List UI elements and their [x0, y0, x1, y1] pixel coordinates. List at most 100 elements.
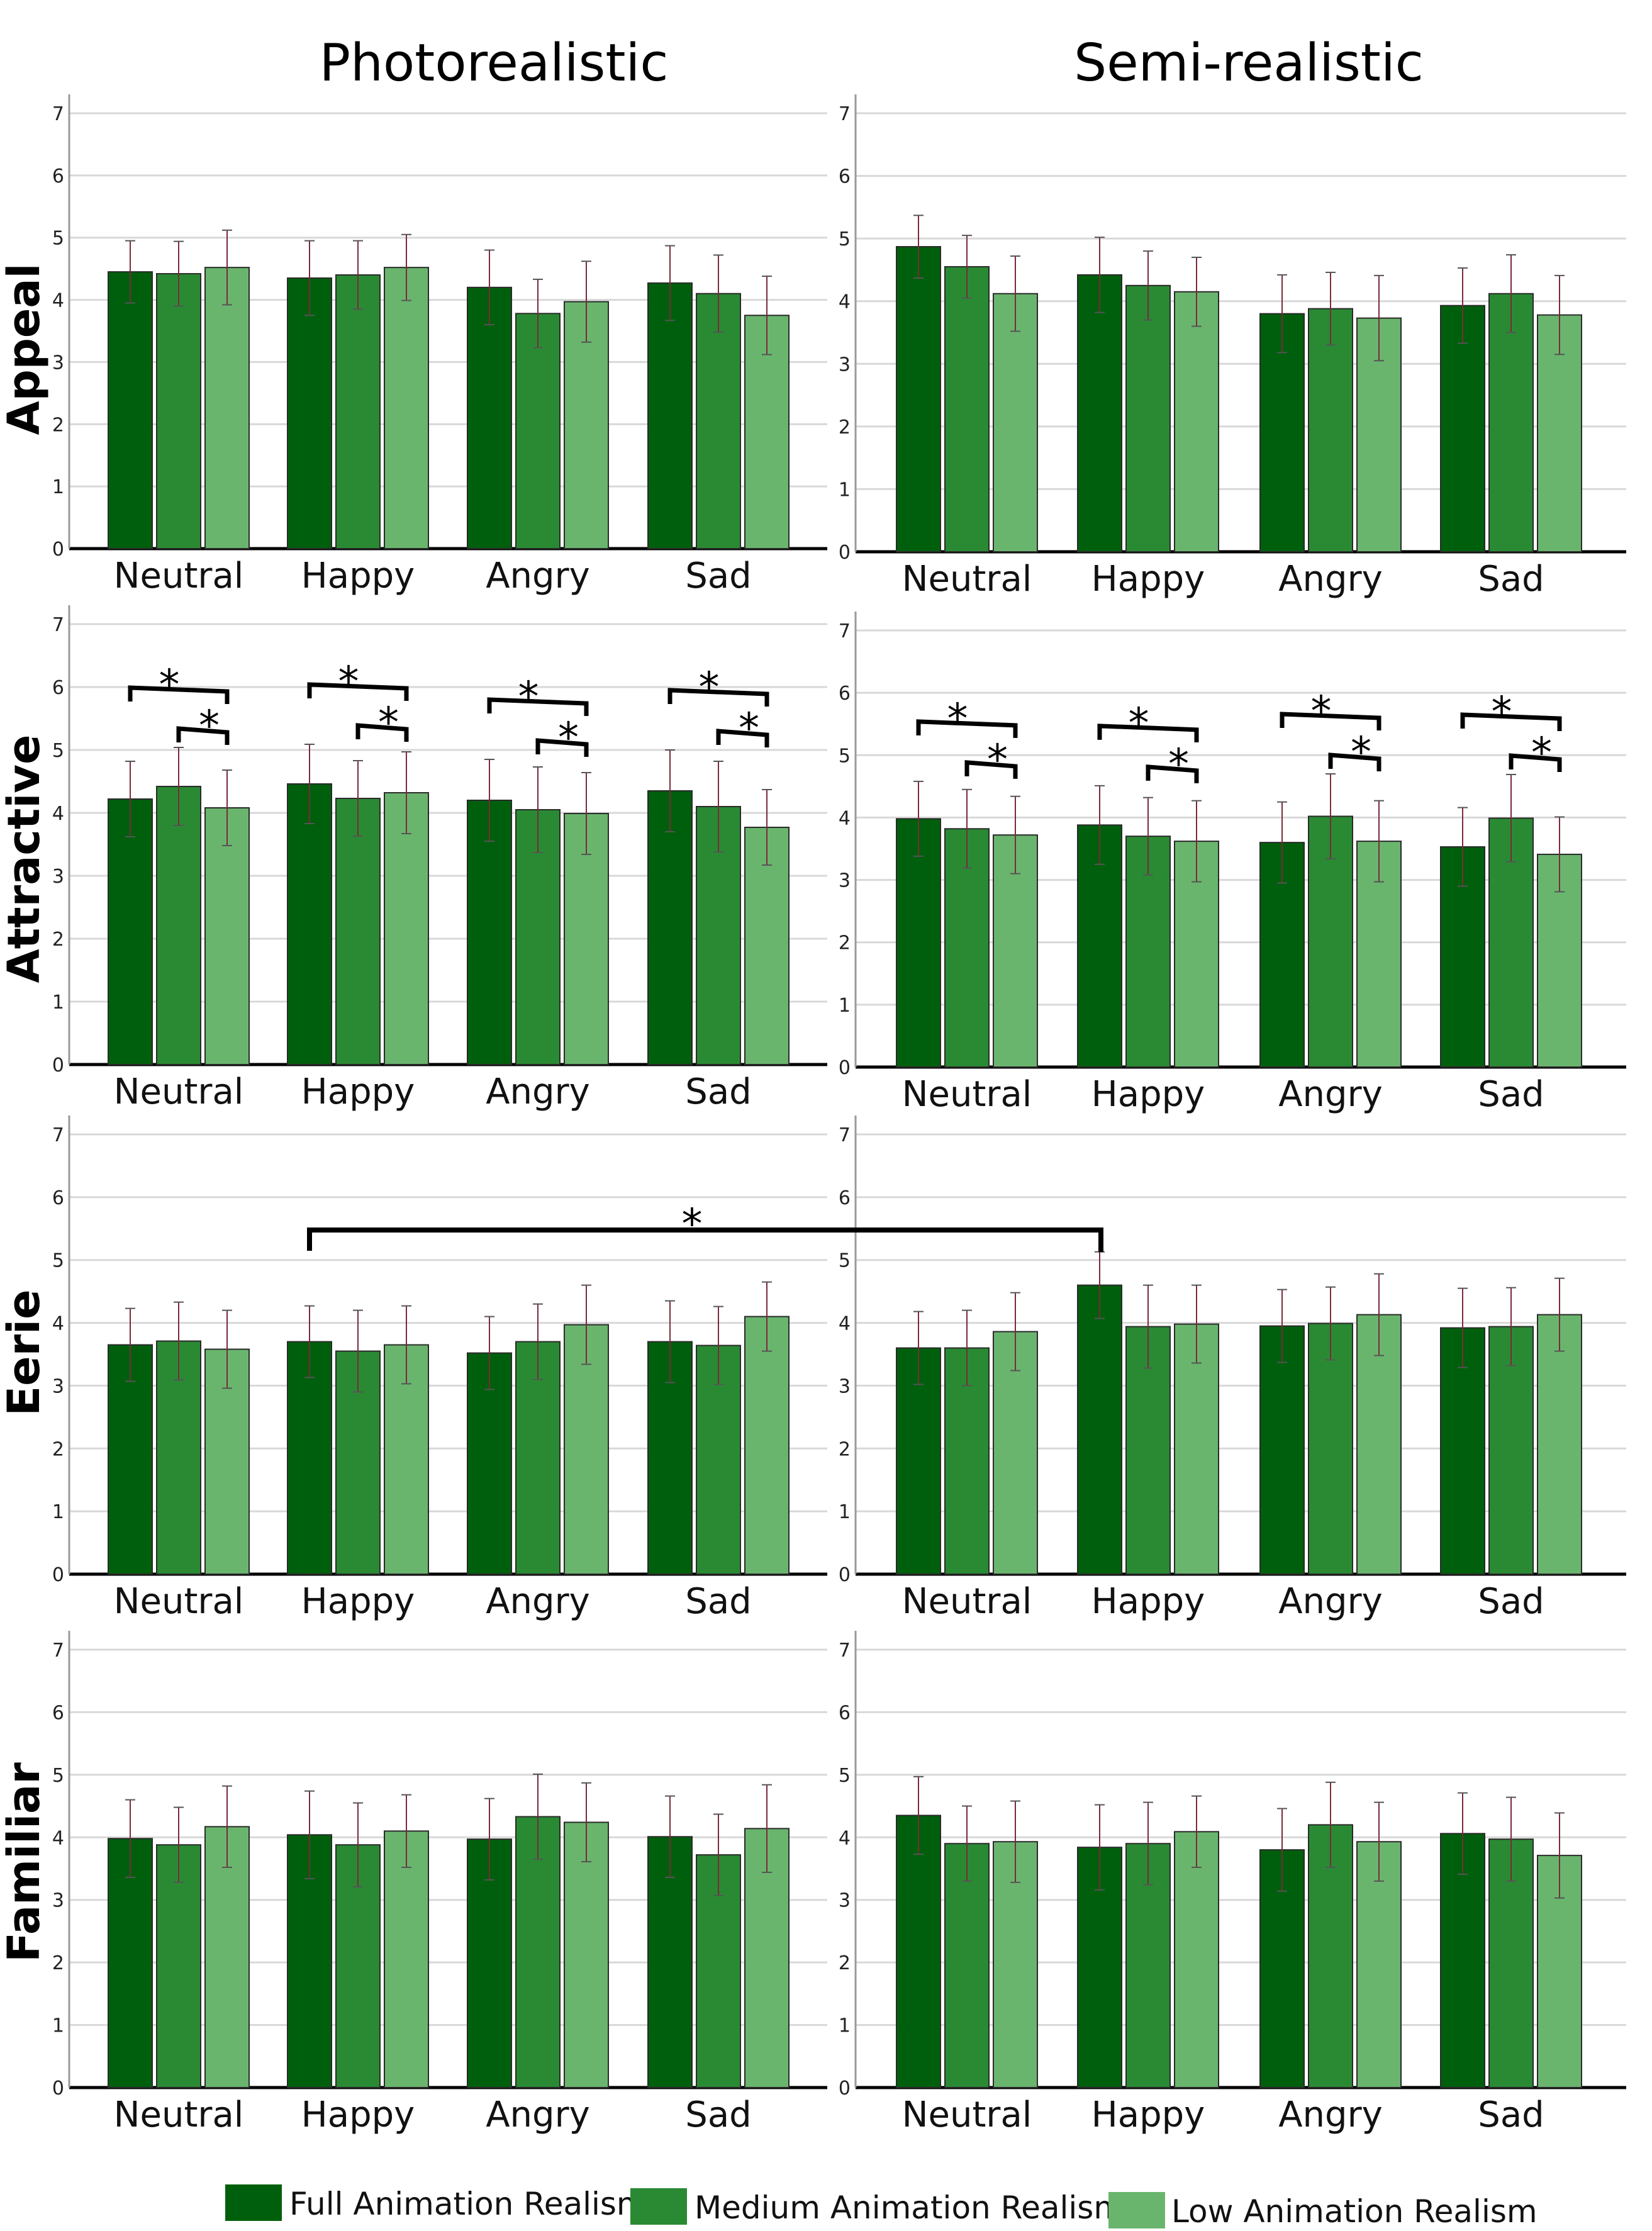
- bar-happy-low: [1174, 1831, 1219, 2089]
- y-tick-label: 7: [52, 1640, 64, 1662]
- significance-bracket: [1146, 764, 1199, 783]
- category-label: Sad: [1478, 1074, 1544, 1115]
- y-tick-label: 5: [839, 745, 851, 767]
- significance-bracket: [307, 682, 409, 701]
- bar-angry-low: [564, 813, 609, 1065]
- panel-attractive-semi-realistic: 0 1 2 3 4 5 6 7 Neutral Happy Angry Sad * * * * * * * *: [839, 612, 1626, 1115]
- y-tick-label: 3: [839, 354, 851, 376]
- significance-star: *: [338, 657, 359, 706]
- cross-significance-star: *: [682, 1200, 703, 1248]
- y-tick-label: 0: [52, 1564, 64, 1586]
- bar-neutral-low: [204, 1826, 250, 2088]
- significance-bracket: [128, 685, 230, 704]
- legend: Full Animation Realism Medium Animation …: [225, 2184, 1538, 2230]
- category-label: Angry: [1278, 1581, 1383, 1622]
- y-tick-label: 3: [839, 1890, 851, 1912]
- bar-angry-low: [564, 1821, 609, 2088]
- significance-bracket: [535, 738, 589, 757]
- category-label: Neutral: [114, 1071, 244, 1112]
- title-semi-realistic: Semi-realistic: [1074, 33, 1424, 93]
- significance-bracket: [1280, 712, 1381, 731]
- bar-happy-medium: [335, 798, 381, 1065]
- category-label: Angry: [486, 556, 590, 596]
- y-tick-label: 5: [52, 740, 64, 762]
- category-label: Neutral: [114, 2094, 244, 2135]
- y-tick-label: 5: [52, 1250, 64, 1272]
- category-label: Sad: [685, 2094, 751, 2135]
- significance-star: *: [987, 735, 1008, 784]
- significance-bracket: [667, 688, 769, 707]
- bar-sad-low: [1537, 1314, 1582, 1575]
- panel-familiar-semi-realistic: 0 1 2 3 4 5 6 7 Neutral Happy Angry Sad: [839, 1631, 1626, 2135]
- category-label: Angry: [1278, 1074, 1383, 1115]
- y-tick-label: 6: [52, 165, 64, 187]
- category-label: Angry: [486, 2094, 590, 2135]
- y-tick-label: 3: [52, 866, 64, 888]
- category-label: Sad: [685, 1581, 751, 1622]
- category-label: Neutral: [902, 1074, 1032, 1115]
- category-label: Happy: [301, 556, 415, 596]
- y-tick-label: 0: [52, 539, 64, 561]
- significance-star: *: [947, 695, 968, 743]
- bar-neutral-low: [993, 293, 1038, 552]
- y-tick-label: 3: [839, 1375, 851, 1397]
- y-tick-label: 7: [839, 103, 851, 125]
- row-label-familiar: Familiar: [0, 1762, 50, 1962]
- bar-neutral-full: [896, 818, 941, 1068]
- panel-appeal-semi-realistic: 0 1 2 3 4 5 6 7 Neutral Happy Angry Sad: [839, 94, 1626, 600]
- y-tick-label: 1: [839, 995, 851, 1017]
- y-tick-label: 2: [839, 932, 851, 954]
- legend-swatch-medium: [630, 2188, 687, 2225]
- cross-significance-bracket: [307, 1227, 1103, 1252]
- category-label: Angry: [486, 1581, 590, 1622]
- bar-happy-full: [1077, 824, 1122, 1068]
- y-tick-label: 4: [52, 1313, 64, 1335]
- bar-sad-full: [1440, 1833, 1485, 2089]
- significance-star: *: [558, 713, 579, 762]
- category-label: Happy: [301, 1071, 415, 1112]
- y-tick-label: 7: [839, 620, 851, 642]
- bar-angry-medium: [1308, 1322, 1353, 1575]
- bar-angry-medium: [1308, 1824, 1353, 2088]
- y-tick-label: 3: [52, 352, 64, 374]
- category-label: Angry: [1278, 2094, 1383, 2135]
- y-tick-label: 6: [839, 166, 851, 188]
- legend-label-low: Low Animation Realism: [1171, 2193, 1538, 2230]
- panel-eerie-semi-realistic: 0 1 2 3 4 5 6 7 Neutral Happy Angry Sad: [839, 1116, 1626, 1622]
- bar-happy-low: [384, 792, 429, 1065]
- y-tick-label: 1: [52, 992, 64, 1014]
- y-tick-label: 2: [839, 1952, 851, 1974]
- significance-bracket: [964, 760, 1018, 779]
- significance-star: *: [739, 704, 759, 752]
- cross-significance: *: [307, 1200, 1103, 1252]
- y-tick-label: 6: [839, 1187, 851, 1209]
- y-tick-label: 5: [839, 1765, 851, 1787]
- significance-star: *: [1492, 688, 1512, 736]
- bar-neutral-full: [108, 1344, 153, 1575]
- legend-swatch-low: [1108, 2192, 1165, 2228]
- significance-bracket: [355, 723, 409, 742]
- y-tick-label: 0: [52, 1054, 64, 1076]
- bar-neutral-low: [993, 1331, 1038, 1575]
- y-tick-label: 6: [839, 683, 851, 705]
- row-label-eerie: Eerie: [0, 1289, 50, 1416]
- y-tick-label: 2: [839, 417, 851, 439]
- bar-angry-low: [564, 1324, 609, 1575]
- significance-bracket: [1328, 752, 1381, 772]
- bar-sad-low: [744, 1316, 790, 1575]
- bar-angry-low: [1356, 1314, 1402, 1575]
- bar-neutral-low: [204, 807, 250, 1065]
- bar-happy-full: [1077, 274, 1122, 552]
- bar-neutral-full: [896, 1347, 941, 1575]
- y-tick-label: 1: [52, 476, 64, 498]
- bar-angry-medium: [1308, 308, 1353, 552]
- significance-star: *: [1531, 729, 1552, 777]
- significance-bracket: [916, 719, 1018, 738]
- bar-sad-medium: [696, 293, 741, 549]
- bar-sad-medium: [1488, 1326, 1534, 1575]
- y-tick-label: 4: [839, 291, 851, 313]
- significance-star: *: [159, 661, 180, 709]
- category-label: Happy: [301, 1581, 415, 1622]
- significance-star: *: [1168, 740, 1189, 788]
